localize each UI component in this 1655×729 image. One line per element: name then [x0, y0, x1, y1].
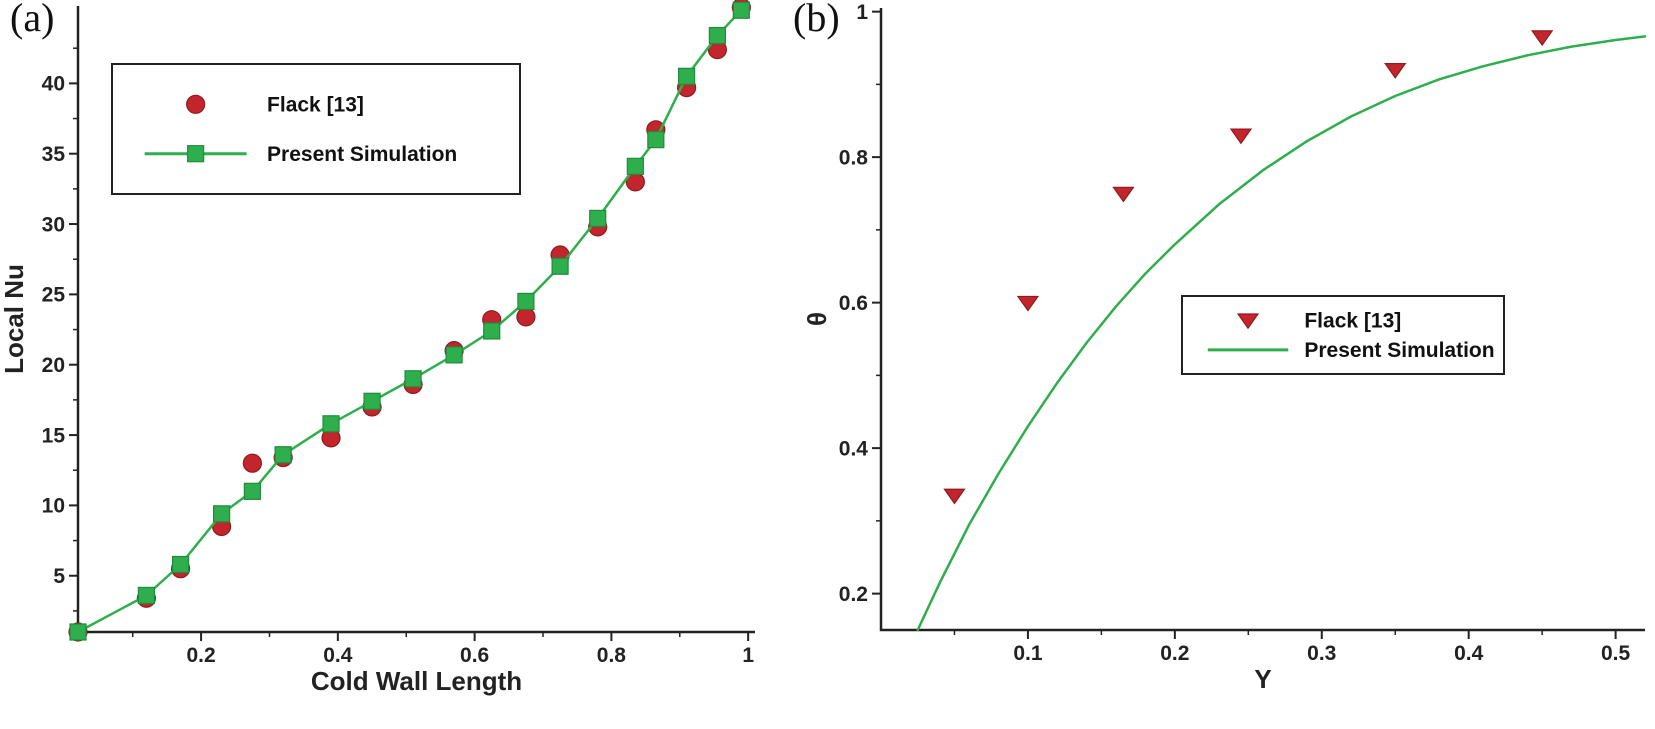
svg-text:0.1: 0.1 [1013, 642, 1043, 665]
svg-text:0.5: 0.5 [1601, 642, 1631, 665]
svg-text:15: 15 [42, 424, 66, 447]
svg-text:0.2: 0.2 [1160, 642, 1189, 665]
svg-text:1: 1 [742, 644, 754, 667]
svg-text:Present Simulation: Present Simulation [1304, 339, 1494, 362]
svg-text:Local Nu: Local Nu [0, 264, 29, 374]
svg-text:0.3: 0.3 [1307, 642, 1336, 665]
svg-text:0.4: 0.4 [839, 437, 869, 460]
chart-b-theta-vs-y: 0.1 0.2 0.3 0.4 0.5 0.2 0.4 0.6 0.8 1 Yθ Flack [13]… [802, 1, 1647, 694]
svg-text:0.8: 0.8 [597, 644, 627, 667]
panel-b-label: (b) [793, 0, 840, 40]
svg-text:0.2: 0.2 [839, 583, 868, 606]
svg-text:Flack [13]: Flack [13] [267, 94, 364, 117]
svg-text:0.6: 0.6 [839, 292, 868, 315]
svg-text:0.6: 0.6 [460, 644, 489, 667]
svg-text:30: 30 [42, 213, 65, 236]
svg-text:20: 20 [42, 354, 65, 377]
svg-text:1: 1 [856, 1, 868, 24]
svg-text:Flack [13]: Flack [13] [1304, 310, 1401, 333]
svg-text:θ: θ [802, 312, 832, 326]
svg-text:Cold Wall Length: Cold Wall Length [311, 666, 522, 696]
svg-text:10: 10 [42, 495, 65, 518]
svg-text:0.8: 0.8 [839, 146, 869, 169]
svg-text:0.2: 0.2 [186, 644, 215, 667]
svg-text:35: 35 [42, 143, 66, 166]
panel-a-label: (a) [10, 0, 55, 40]
svg-text:Y: Y [1254, 664, 1271, 694]
svg-text:0.4: 0.4 [323, 644, 353, 667]
svg-text:0.4: 0.4 [1454, 642, 1484, 665]
svg-text:25: 25 [42, 284, 66, 307]
svg-text:Present Simulation: Present Simulation [267, 143, 457, 166]
svg-text:40: 40 [42, 73, 65, 96]
svg-text:5: 5 [53, 565, 65, 588]
